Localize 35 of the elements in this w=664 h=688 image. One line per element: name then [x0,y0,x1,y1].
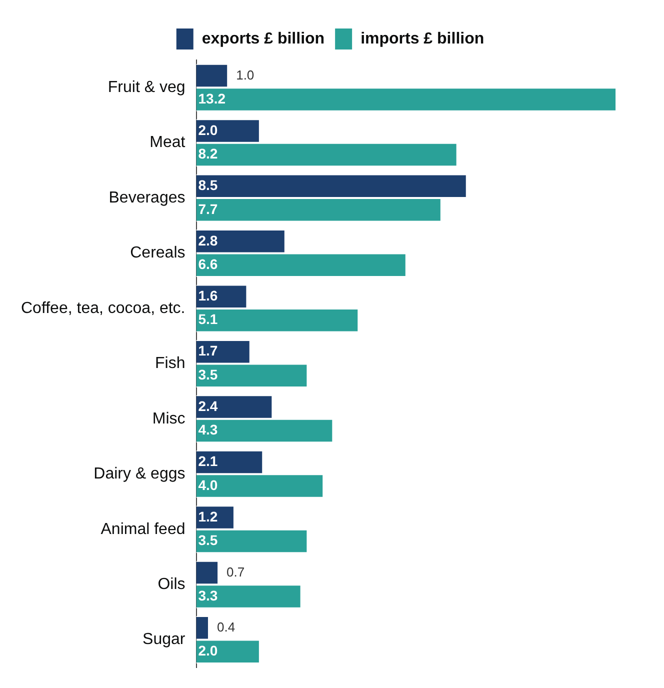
y-tick-label: Beverages [108,189,186,206]
y-tick-label: Animal feed [100,520,186,538]
data-label: 0.4 [216,619,236,634]
data-label: 2.8 [198,232,218,248]
y-tick-label: Fruit & veg [108,79,186,96]
data-label: 8.5 [198,177,218,194]
data-label: 2.0 [198,642,218,659]
data-label: 1.6 [198,287,218,304]
data-label: 5.1 [198,311,218,328]
y-tick-label: Coffee, tea, cocoa, etc. [21,300,186,317]
y-tick-label: Meat [150,134,186,152]
data-label: 2.1 [198,453,218,470]
data-label: 8.2 [198,146,218,162]
data-label: 6.6 [198,256,218,272]
data-label: 3.5 [198,366,218,382]
data-label: 4.0 [198,476,218,493]
data-label: 0.7 [226,564,245,580]
y-tick-label: Dairy & eggs [94,466,186,483]
data-label: 2.4 [198,398,218,414]
legend-label: imports £ billion [360,30,484,48]
data-label: 1.7 [198,342,218,359]
data-label: 3.3 [198,587,218,604]
legend-label: exports £ billion [202,30,325,48]
y-tick-label: Oils [158,576,186,593]
data-label: 13.2 [198,90,226,106]
data-label: 1.0 [236,67,254,82]
data-label: 4.3 [198,422,218,438]
y-tick-label: Fish [155,355,186,372]
data-label: 3.5 [198,532,218,548]
y-tick-label: Cereals [130,244,186,262]
data-label: 1.2 [198,508,218,524]
y-tick-label: Sugar [142,631,186,648]
y-tick-label: Misc [152,410,186,428]
data-label: 2.0 [198,122,218,138]
data-label: 7.7 [198,200,218,217]
